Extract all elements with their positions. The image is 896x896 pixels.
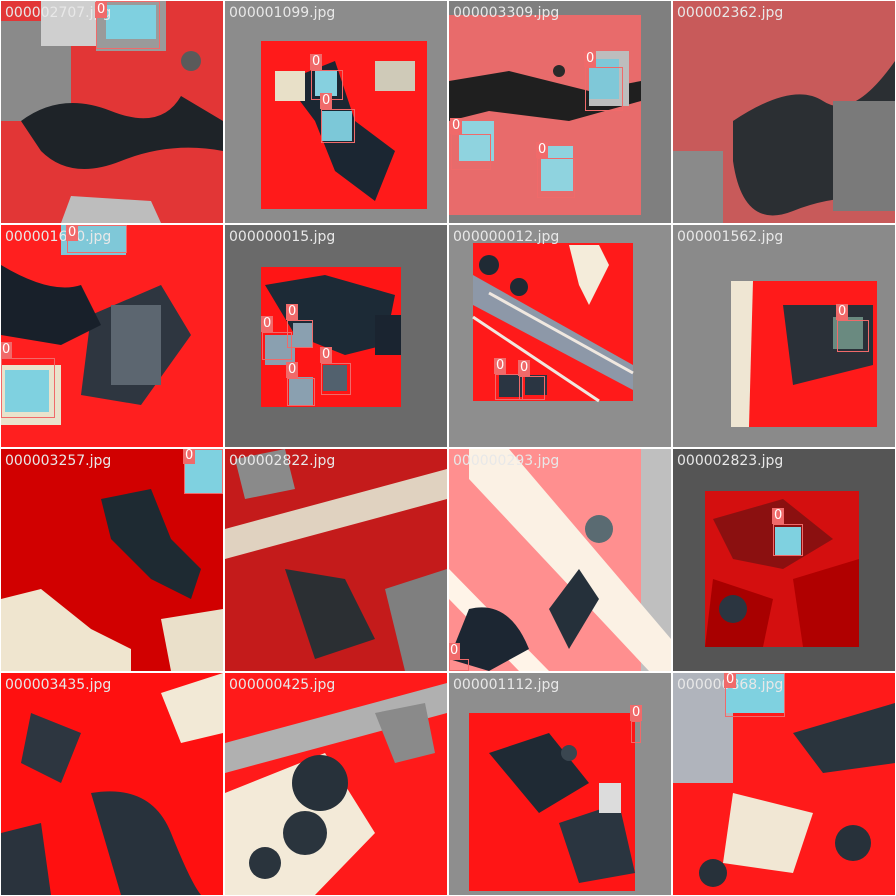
class-label: 0	[494, 358, 507, 374]
tile-000002822[interactable]: 000002822.jpg	[225, 449, 447, 671]
tile-000001112[interactable]: 000001112.jpg 0	[449, 673, 671, 895]
detection-box: 0	[286, 304, 313, 348]
aerial-image	[673, 449, 895, 671]
class-label: 0	[449, 643, 461, 659]
detection-box: 0	[95, 1, 160, 49]
class-label: 0	[95, 2, 108, 18]
tile-000001099[interactable]: 000001099.jpg 0 0	[225, 1, 447, 223]
class-label: 0	[320, 93, 333, 109]
detection-box: 0	[320, 93, 355, 143]
tile-000000015[interactable]: 000000015.jpg 0 0 0 0	[225, 225, 447, 447]
tile-000002823[interactable]: 000002823.jpg 0	[673, 449, 895, 671]
aerial-image	[225, 449, 447, 671]
detection-box: 0	[1, 342, 55, 418]
detection-box: 0	[286, 362, 315, 406]
class-label: 0	[286, 362, 299, 378]
aerial-image	[1, 673, 223, 895]
aerial-image	[1, 449, 223, 671]
detection-box: 0	[450, 118, 491, 170]
aerial-image	[225, 673, 447, 895]
aerial-image	[673, 1, 895, 223]
aerial-image	[1, 1, 223, 223]
class-label: 0	[183, 449, 196, 464]
class-label: 0	[584, 51, 597, 67]
class-label: 0	[310, 54, 323, 70]
detection-box: 0	[261, 316, 292, 360]
tile-000002707[interactable]: 000002707.jpg 0	[1, 1, 223, 223]
detection-box: 0	[724, 673, 785, 717]
detection-box: 0	[584, 51, 623, 111]
class-label: 0	[836, 304, 849, 320]
detection-box: 0	[66, 225, 127, 253]
detection-box: 0	[494, 358, 523, 400]
tile-000001562[interactable]: 000001562.jpg 0	[673, 225, 895, 447]
class-label: 0	[536, 142, 549, 158]
aerial-image	[449, 1, 671, 223]
aerial-image	[225, 1, 447, 223]
aerial-image	[449, 449, 671, 671]
detection-box: 0	[320, 347, 351, 395]
class-label: 0	[518, 360, 531, 376]
class-label: 0	[772, 508, 785, 524]
class-label: 0	[320, 347, 333, 363]
detection-box: 0	[183, 449, 223, 494]
detection-box: 0	[630, 705, 643, 743]
tile-000000012[interactable]: 000000012.jpg 0 0	[449, 225, 671, 447]
aerial-image	[449, 673, 671, 895]
aerial-image	[449, 225, 671, 447]
tile-000000868[interactable]: 000000868.jpg 0	[673, 673, 895, 895]
detection-box: 0	[310, 54, 343, 100]
class-label: 0	[286, 304, 299, 320]
detection-box: 0	[836, 304, 869, 352]
tile-000003309[interactable]: 000003309.jpg 0 0 0	[449, 1, 671, 223]
tile-000001670[interactable]: 000001670.jpg 0 0	[1, 225, 223, 447]
class-label: 0	[66, 225, 79, 241]
tile-000000293[interactable]: 000000293.jpg 0	[449, 449, 671, 671]
tile-000000425[interactable]: 000000425.jpg	[225, 673, 447, 895]
detection-box: 0	[518, 360, 545, 400]
aerial-image	[225, 225, 447, 447]
class-label: 0	[261, 316, 274, 332]
class-label: 0	[630, 705, 643, 721]
detection-box: 0	[536, 142, 575, 198]
tile-000003435[interactable]: 000003435.jpg	[1, 673, 223, 895]
tile-000002362[interactable]: 000002362.jpg	[673, 1, 895, 223]
tile-000003257[interactable]: 000003257.jpg 0	[1, 449, 223, 671]
class-label: 0	[724, 673, 737, 688]
class-label: 0	[450, 118, 463, 134]
detection-box: 0	[772, 508, 803, 556]
aerial-image	[673, 225, 895, 447]
detection-box: 0	[449, 643, 469, 671]
class-label: 0	[1, 342, 13, 358]
